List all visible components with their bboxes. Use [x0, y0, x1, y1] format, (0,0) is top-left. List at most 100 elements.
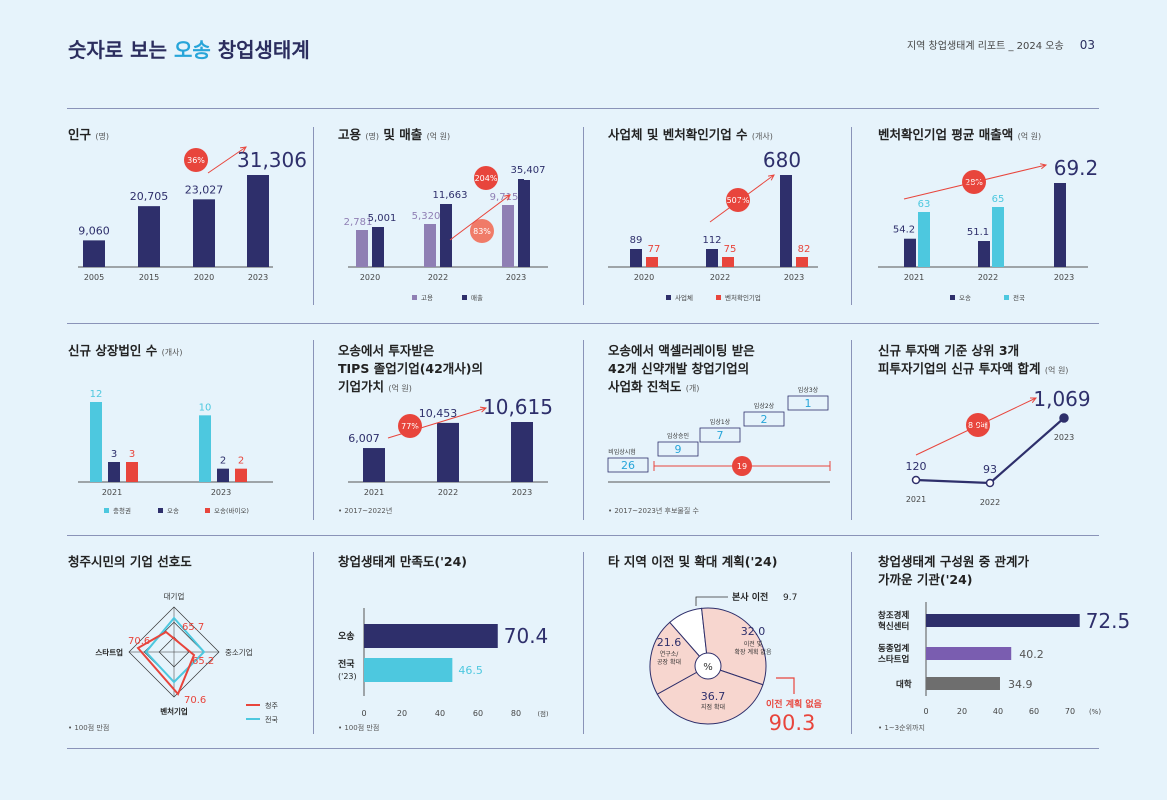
x-tick: 40 [993, 707, 1003, 716]
bar-1 [926, 647, 1012, 660]
step-box-임상승인 [657, 441, 699, 457]
series-cheongju [136, 630, 196, 696]
legend-item-label: 오송 [959, 294, 971, 302]
sales-badge-text: 204% [475, 174, 498, 183]
value-label: 70.6 [128, 636, 150, 647]
col-divider [583, 127, 584, 305]
footnote: • 2017~2022년 [338, 507, 393, 515]
page-number: 03 [1079, 38, 1095, 52]
value-label: 9,060 [78, 224, 110, 237]
x-tick: 2020 [360, 273, 380, 282]
title-text: 타 지역 이전 및 확대 계획('24) [608, 554, 778, 569]
value-label: 7 [717, 429, 724, 442]
bar-2020 [193, 199, 215, 267]
population-chart: 9,060 2005 20,705 2015 23,027 2020 31,306 2023 3… [78, 146, 307, 282]
x-tick: 2022 [980, 498, 1000, 507]
x-tick: 2023 [1054, 433, 1074, 442]
value-label: 9 [675, 443, 682, 456]
legend-item-swatch [666, 295, 671, 300]
x-tick: 20 [397, 709, 407, 718]
bar-2023 [511, 422, 533, 482]
emp-badge-circle [470, 219, 494, 243]
panel-title-relocation: 타 지역 이전 및 확대 계획('24) [608, 553, 777, 571]
x-tick: 2022 [438, 488, 458, 497]
bar-companies-2022 [706, 249, 718, 267]
bar-employment-2022 [424, 224, 436, 267]
step-box-임상1상 [699, 427, 741, 443]
legend-item-swatch [950, 295, 955, 300]
legend-label: 청주 [265, 702, 278, 710]
title-line: 기업가치 [338, 379, 385, 394]
tips-chart: 6,007 2021 10,453 2022 10,615 2023 77% [348, 395, 553, 497]
legend-item-label: 사업체 [675, 293, 693, 302]
footnote: • 1~3순위까지 [878, 724, 925, 732]
title-prefix: 숫자로 보는 [68, 38, 174, 62]
legend-item-label: 오송(바이오) [214, 506, 249, 515]
slice-label: 연구소/ [660, 650, 680, 658]
unit-text: (억 원) [1044, 366, 1069, 375]
panel-title-investment: 신규 투자액 기준 상위 3개 피투자기업의 신규 투자액 합계 (억 원) [878, 342, 1068, 380]
value-label: 51.1 [967, 227, 989, 238]
panel-title-institutions: 창업생태계 구성원 중 관계가 가까운 기관('24) [878, 553, 1029, 589]
sales-badge-circle [474, 166, 498, 190]
bar-sales-2023 [518, 179, 530, 267]
title-text: 사업체 및 벤처확인기업 수 [608, 127, 748, 142]
value-label: 1,069 [1033, 387, 1090, 411]
legend-item-swatch [462, 295, 467, 300]
value-label: 112 [702, 235, 721, 246]
title-text: 인구 [68, 127, 92, 142]
title-text: 및 매출 [383, 127, 423, 142]
bar-오송-2023 [217, 468, 229, 482]
x-tick: 0 [923, 707, 928, 716]
value-label: 3 [129, 449, 135, 460]
step-label: 임상1상 [710, 418, 731, 426]
bar-sales-2020 [372, 227, 384, 267]
title-text: 창업생태계 만족도('24) [338, 554, 467, 569]
listed-chart: 12 3 3 2021 10 2 2 2023 충청권 오송 오송(바이오) [78, 389, 273, 515]
growth-badge-text: 36% [187, 156, 205, 165]
divider-bottom [67, 748, 1099, 749]
value-label: 2 [238, 456, 244, 467]
bar-충청권-2023 [199, 415, 211, 482]
title-line: TIPS 졸업기업(42개사)의 [338, 361, 484, 376]
bar-0 [926, 614, 1080, 627]
panel-title-employment: 고용 (명) 및 매출 (억 원) [338, 126, 450, 146]
panel-title-population: 인구 (명) [68, 126, 109, 146]
x-tick: 80 [511, 709, 521, 718]
growth-badge-circle [398, 414, 422, 438]
legend-item-swatch [205, 508, 210, 513]
divider-top [67, 108, 1099, 109]
category-label: 창조경제 [878, 610, 909, 621]
bar-employment-2020 [356, 230, 368, 267]
bar-오송(바이오)-2023 [235, 468, 247, 482]
x-tick: 2020 [634, 273, 654, 282]
step-label: 비임상시험 [608, 448, 636, 456]
panel-title-companies: 사업체 및 벤처확인기업 수 (개사) [608, 126, 773, 146]
point-2021 [911, 475, 921, 485]
bar-오송-2021 [108, 462, 120, 482]
step-box-임상2상 [743, 411, 785, 427]
x-tick: 2023 [512, 488, 532, 497]
title-line: 창업생태계 구성원 중 관계가 [878, 554, 1030, 569]
value-label: 63 [918, 199, 931, 210]
x-tick: 20 [957, 707, 967, 716]
callout-line [776, 677, 795, 694]
point-2023 [1059, 413, 1069, 423]
slice-label: 이전 및 [744, 640, 763, 648]
value-label: 65.7 [182, 622, 204, 633]
growth-arrow-head [479, 406, 488, 413]
value-label: 89 [630, 235, 643, 246]
bar-오송 [364, 624, 498, 648]
axis-label: 벤처기업 [160, 706, 188, 716]
slice-label: 공장 확대 [657, 658, 681, 666]
footnote: • 2017~2023년 후보물질 수 [608, 507, 699, 515]
title-line: 오송에서 투자받은 [338, 343, 435, 358]
growth-arrow-line [903, 164, 1047, 200]
value-label: 75 [724, 244, 737, 255]
value-label: 10 [199, 402, 212, 413]
value-label: 10,453 [419, 407, 458, 420]
value-label: 26 [621, 459, 635, 472]
title-line: 신규 투자액 기준 상위 3개 [878, 343, 1020, 358]
